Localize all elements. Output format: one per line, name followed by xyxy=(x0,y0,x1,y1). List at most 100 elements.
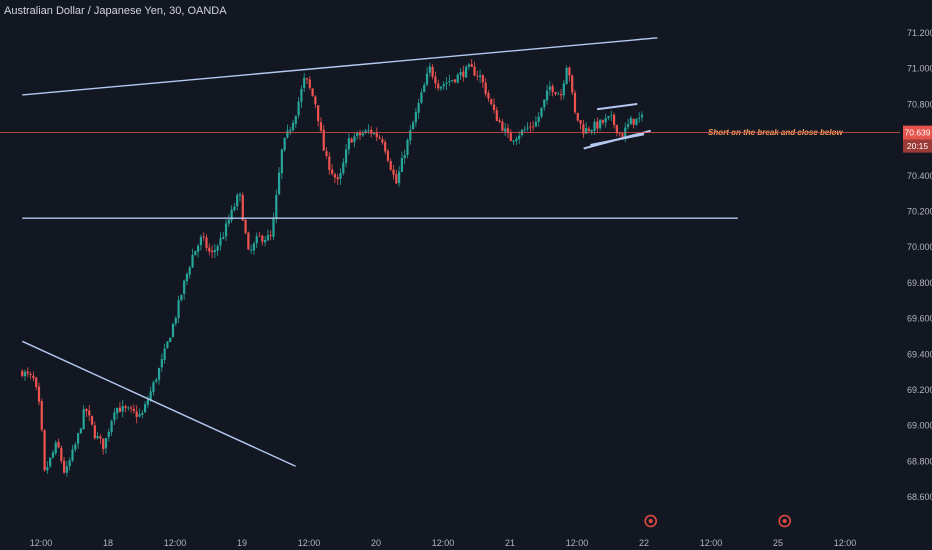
candle-body xyxy=(46,466,49,471)
candle-body xyxy=(356,132,359,137)
candle-body xyxy=(403,155,406,159)
candle-body xyxy=(423,84,426,93)
candle-body xyxy=(484,82,487,94)
candle-body xyxy=(473,66,476,76)
candle-body xyxy=(255,236,258,244)
candle-body xyxy=(529,126,532,128)
time-axis[interactable]: 12:00 18 12:00 19 12:00 20 12:00 21 12:00 22 12:00… xyxy=(30,538,857,548)
candle-body xyxy=(269,235,272,237)
price-tick-label: 68.600 xyxy=(907,492,932,502)
candle-body xyxy=(551,86,554,93)
candle-body xyxy=(174,317,177,324)
candle-body xyxy=(509,132,512,142)
candle-body xyxy=(453,79,457,83)
lower-trendline[interactable] xyxy=(21,340,296,467)
candle-body xyxy=(194,250,197,256)
candle-body xyxy=(492,104,496,110)
candle-body xyxy=(99,436,102,439)
economic-event-dot xyxy=(782,519,787,523)
candle-body xyxy=(90,415,94,425)
candle-body xyxy=(400,157,404,173)
candle-body xyxy=(618,133,621,135)
candle-body xyxy=(146,399,149,405)
candle-body xyxy=(71,449,74,461)
candle-body xyxy=(467,64,471,67)
candle-body xyxy=(367,130,370,131)
candle-body xyxy=(640,114,644,118)
channel-mid-line[interactable] xyxy=(583,129,651,150)
candle-body xyxy=(389,161,392,170)
candle-body xyxy=(32,375,35,379)
candle-body xyxy=(431,66,434,77)
candle-body xyxy=(216,246,219,251)
upper-trendline[interactable] xyxy=(22,37,658,96)
candle-body xyxy=(386,150,390,161)
channel-upper-line[interactable] xyxy=(596,102,638,111)
candle-body xyxy=(199,236,203,246)
candle-body xyxy=(213,250,216,253)
time-tick-label: 25 xyxy=(773,538,783,548)
candle-body xyxy=(409,130,412,141)
candle-body xyxy=(110,420,113,433)
candle-body xyxy=(361,133,364,136)
candle-body xyxy=(157,368,161,380)
candle-body xyxy=(392,169,395,175)
price-tick-label: 71.000 xyxy=(907,64,932,74)
candle-body xyxy=(372,133,376,135)
candle-body xyxy=(57,441,60,448)
candle-body xyxy=(308,79,311,88)
candle-body xyxy=(233,206,236,211)
candle-body xyxy=(364,130,367,133)
price-tick-label: 70.000 xyxy=(907,242,932,252)
time-tick-label: 12:00 xyxy=(566,538,589,548)
candle-body xyxy=(339,173,342,179)
candle-body xyxy=(353,136,356,143)
candle-body xyxy=(437,83,440,89)
candle-body xyxy=(171,323,175,338)
candle-body xyxy=(504,128,507,132)
candle-body xyxy=(417,103,420,113)
candle-body xyxy=(65,466,69,473)
candle-body xyxy=(428,66,431,73)
candle-body xyxy=(579,120,582,124)
candle-body xyxy=(523,129,526,131)
candle-body xyxy=(624,127,627,137)
candle-body xyxy=(601,120,605,123)
candle-body xyxy=(202,236,205,238)
candle-body xyxy=(344,149,348,164)
candle-body xyxy=(476,75,479,77)
candle-body xyxy=(197,245,200,252)
candle-body xyxy=(188,267,191,275)
candle-body xyxy=(576,112,579,121)
candle-body xyxy=(317,105,320,122)
candle-body xyxy=(286,130,289,138)
candle-body xyxy=(88,410,91,416)
candle-body xyxy=(490,99,493,105)
candle-body xyxy=(93,425,96,439)
candle-body xyxy=(113,412,116,421)
candle-body xyxy=(582,124,585,134)
candle-body xyxy=(76,433,80,444)
events-layer[interactable] xyxy=(644,514,792,528)
price-tick-label: 69.600 xyxy=(907,314,932,324)
candle-body xyxy=(277,172,281,195)
candle-body xyxy=(445,82,448,84)
candle-body xyxy=(596,121,599,129)
symbol-title: Australian Dollar / Japanese Yen, 30, OA… xyxy=(4,5,227,17)
candle-body xyxy=(336,177,339,180)
countdown-label: 20:15 xyxy=(907,141,929,151)
candle-body xyxy=(37,386,41,402)
time-tick-label: 12:00 xyxy=(432,538,455,548)
overlay-layer: 70.639 20:15 xyxy=(0,125,932,153)
candle-body xyxy=(370,129,373,134)
candle-body xyxy=(160,359,163,368)
candle-body xyxy=(612,114,616,126)
candle-body xyxy=(300,88,303,102)
candle-body xyxy=(291,122,295,131)
candle-body xyxy=(85,409,88,412)
price-tick-label: 69.400 xyxy=(907,349,932,359)
candle-body xyxy=(124,406,127,408)
candle-body xyxy=(451,80,454,81)
candle-body xyxy=(342,162,345,174)
